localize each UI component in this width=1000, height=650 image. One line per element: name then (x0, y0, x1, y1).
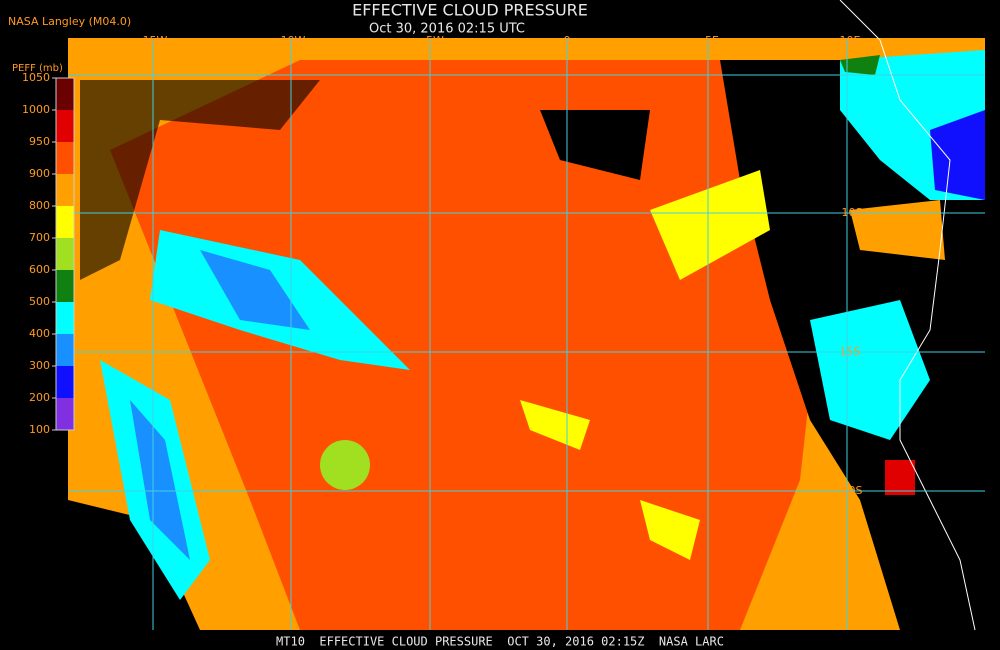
longitude-label: 10W (281, 34, 306, 47)
colorbar-label: PEFF (mb) (12, 63, 63, 74)
subtitle: Oct 30, 2016 02:15 UTC (369, 22, 525, 37)
colorbar-tick-label: 800 (29, 199, 50, 212)
colorbar-segment (56, 78, 74, 111)
colorbar-segment (56, 366, 74, 399)
longitude-label: 10E (840, 34, 861, 47)
map-imagery (68, 0, 985, 631)
colorbar-segment (56, 238, 74, 271)
graticule (68, 38, 985, 630)
longitude-label: 5E (705, 34, 719, 47)
colorbar-tick-label: 300 (29, 359, 50, 372)
title: EFFECTIVE CLOUD PRESSURE (352, 1, 588, 20)
colorbar-segment (56, 270, 74, 303)
longitude-label: 15W (143, 34, 168, 47)
colorbar-segment (56, 206, 74, 239)
colorbar-tick-label: 100 (29, 423, 50, 436)
colorbar-tick-label: 900 (29, 167, 50, 180)
colorbar-segment (56, 142, 74, 175)
colorbar: 1050 1000 950 900 800 700 600 500 400 300 200 100 (22, 71, 75, 436)
colorbar-tick-label: 950 (29, 135, 50, 148)
colorbar-segment (56, 174, 74, 207)
colorbar-tick-label: 600 (29, 263, 50, 276)
latitude-label: 10S (842, 206, 863, 219)
colorbar-tick-label: 500 (29, 295, 50, 308)
source-label: NASA Langley (M04.0) (8, 15, 131, 28)
latitude-label: 20S (842, 484, 863, 497)
longitude-label: 5W (426, 34, 444, 47)
colorbar-tick-label: 700 (29, 231, 50, 244)
colorbar-segment (56, 302, 74, 335)
colorbar-tick-label: 200 (29, 391, 50, 404)
footer: MT10 EFFECTIVE CLOUD PRESSURE OCT 30, 20… (276, 635, 724, 649)
colorbar-segment (56, 334, 74, 367)
colorbar-segment (56, 110, 74, 143)
colorbar-segment (56, 398, 74, 431)
colorbar-frame (55, 77, 75, 431)
colorbar-tick-label: 1050 (22, 71, 50, 84)
longitude-label: 0 (564, 34, 571, 47)
colorbar-tick-label: 400 (29, 327, 50, 340)
colorbar-tick-label: 1000 (22, 103, 50, 116)
latitude-label: 15S (840, 345, 861, 358)
